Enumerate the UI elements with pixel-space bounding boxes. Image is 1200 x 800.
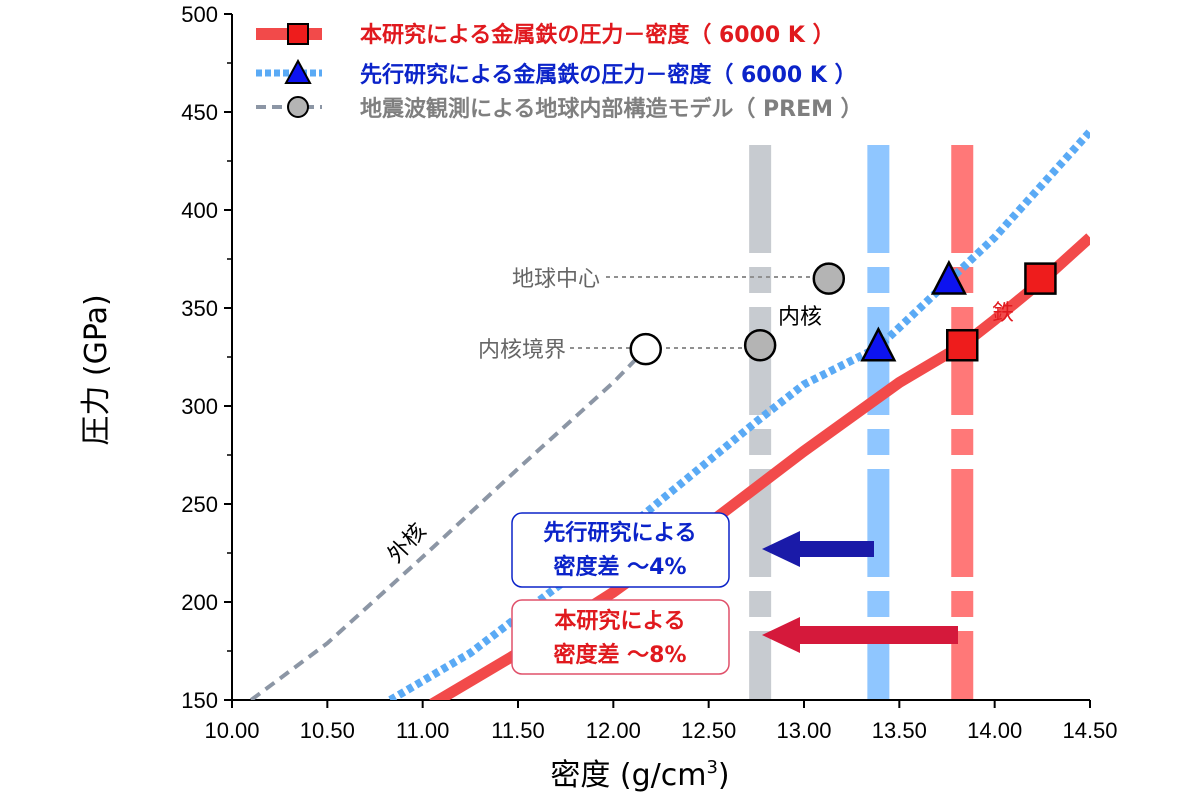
- y-tick-label: 450: [181, 100, 218, 125]
- iron-label: 鉄: [992, 301, 1014, 326]
- earth-center-label: 地球中心: [512, 267, 600, 292]
- prior-study-point: [860, 326, 897, 362]
- this-study-point: [1024, 262, 1057, 295]
- prior-difference-box: 先行研究による 密度差 ～4%: [511, 512, 730, 588]
- x-axis-title-close: ): [718, 758, 730, 793]
- y-tick-label: 300: [181, 394, 218, 419]
- prior-study-point: [930, 259, 967, 295]
- x-tick-label: 12.50: [681, 718, 736, 743]
- y-axis-title: 圧力 (GPa): [79, 294, 114, 445]
- inner-core-label: 内核: [778, 305, 822, 330]
- x-tick-label: 13.00: [776, 718, 831, 743]
- prem-curve: [249, 347, 648, 700]
- this-difference-arrow: [762, 617, 958, 653]
- prior-box-line1: 先行研究による: [543, 520, 696, 546]
- this-box-line2: 密度差 ～8%: [553, 642, 686, 668]
- x-axis-title-sup: 3: [706, 757, 717, 778]
- x-tick-label: 10.50: [300, 718, 355, 743]
- prem-point: [629, 332, 662, 366]
- prior-study-curve: [388, 128, 1090, 700]
- outer-core-label: 外核: [383, 519, 431, 568]
- x-axis-title-main: 密度 (g/cm: [550, 758, 706, 793]
- x-axis-title: 密度 (g/cm3): [550, 757, 729, 793]
- prem-point: [743, 328, 777, 362]
- y-tick-label: 150: [181, 688, 218, 713]
- x-tick-label: 11.50: [491, 718, 544, 743]
- prior-difference-arrow: [762, 531, 874, 567]
- prior-box-line2: 密度差 ～4%: [553, 554, 686, 580]
- this-study-point: [946, 328, 979, 362]
- legend-label-prem: 地震波観測による地球内部構造モデル（ PREM ）: [360, 96, 863, 122]
- density-bands: [749, 145, 974, 700]
- y-tick-label: 250: [181, 492, 218, 517]
- this-box-line1: 本研究による: [554, 608, 685, 634]
- y-tick-label: 400: [181, 198, 218, 223]
- y-tick-label: 350: [181, 296, 218, 321]
- x-tick-label: 14.50: [1062, 718, 1117, 743]
- icb-label: 内核境界: [478, 338, 566, 363]
- x-ticks: 10.00 10.50 11.00 11.50 12.00 12.50 13.00 13.50…: [204, 700, 1118, 743]
- x-tick-label: 14.00: [967, 718, 1022, 743]
- x-tick-label: 12.00: [586, 718, 641, 743]
- x-tick-label: 10.00: [204, 718, 259, 743]
- prem-point: [812, 262, 846, 295]
- series-markers: [629, 259, 1057, 366]
- x-tick-label: 11.00: [396, 718, 449, 743]
- y-tick-label: 500: [181, 2, 218, 27]
- x-tick-label: 13.50: [872, 718, 927, 743]
- legend-label-prior-study: 先行研究による金属鉄の圧力－密度（ 6000 K ）: [360, 62, 857, 88]
- y-tick-label: 200: [181, 590, 218, 615]
- y-ticks: 150 200 250 300 350 400 450 500: [181, 2, 232, 713]
- legend: 本研究による金属鉄の圧力－密度（ 6000 K ） 先行研究による金属鉄の圧力－…: [256, 22, 863, 122]
- legend-label-this-study: 本研究による金属鉄の圧力－密度（ 6000 K ）: [360, 22, 835, 48]
- this-difference-box: 本研究による 密度差 ～8%: [511, 599, 730, 675]
